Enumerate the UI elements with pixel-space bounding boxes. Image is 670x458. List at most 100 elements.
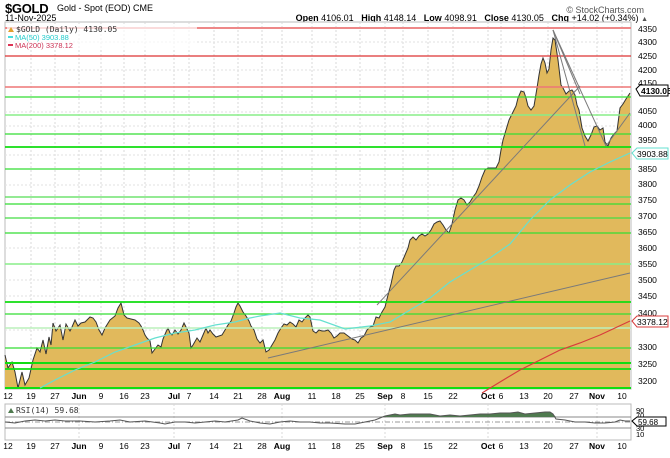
svg-text:4150: 4150 <box>638 78 657 88</box>
svg-text:25: 25 <box>355 391 365 401</box>
price-legend-icon <box>8 27 14 32</box>
svg-text:3800: 3800 <box>638 179 657 189</box>
svg-text:Oct: Oct <box>481 391 495 401</box>
svg-text:3700: 3700 <box>638 211 657 221</box>
svg-text:14: 14 <box>209 391 219 401</box>
chart-date: 11-Nov-2025 <box>5 13 57 23</box>
svg-text:4250: 4250 <box>638 51 657 61</box>
svg-text:3450: 3450 <box>638 291 657 301</box>
chg-value: +14.02 (+0.34%) <box>571 13 639 23</box>
svg-text:8: 8 <box>401 391 406 401</box>
chart-legend: $GOLD (Daily) 4130.05 MA(50) 3903.88 MA(… <box>7 25 197 50</box>
svg-text:7: 7 <box>187 441 192 451</box>
copyright: © StockCharts.com <box>566 5 644 15</box>
svg-text:10: 10 <box>617 391 627 401</box>
svg-text:11: 11 <box>308 441 317 451</box>
svg-text:21: 21 <box>233 391 243 401</box>
instrument-name: Gold - Spot (EOD) CME <box>57 3 154 13</box>
legend-rsi: RSI(14) 59.68 <box>16 406 79 415</box>
close-label: Close <box>484 13 509 23</box>
svg-text:4050: 4050 <box>638 106 657 116</box>
svg-text:10: 10 <box>636 430 644 439</box>
svg-text:19: 19 <box>26 441 36 451</box>
svg-text:3600: 3600 <box>638 243 657 253</box>
svg-text:18: 18 <box>331 441 341 451</box>
up-arrow-icon: ▲ <box>641 16 648 23</box>
svg-text:Sep: Sep <box>377 441 393 451</box>
svg-text:Nov: Nov <box>589 391 605 401</box>
svg-text:3300: 3300 <box>638 342 657 352</box>
svg-text:3750: 3750 <box>638 195 657 205</box>
support-lines <box>5 96 631 389</box>
svg-text:90: 90 <box>636 406 644 415</box>
high-value: 4148.14 <box>383 13 417 23</box>
svg-text:23: 23 <box>140 391 150 401</box>
svg-text:22: 22 <box>448 391 458 401</box>
svg-text:Jul: Jul <box>168 391 180 401</box>
svg-text:16: 16 <box>119 441 129 451</box>
svg-text:3850: 3850 <box>638 164 657 174</box>
svg-text:3250: 3250 <box>638 359 657 369</box>
close-value: 4130.05 <box>511 13 544 23</box>
svg-text:9: 9 <box>99 441 104 451</box>
svg-text:23: 23 <box>140 441 150 451</box>
ma200-line <box>481 320 631 394</box>
legend-ma200: MA(200) 3378.12 <box>15 41 73 50</box>
svg-text:30: 30 <box>636 424 644 433</box>
svg-text:6: 6 <box>499 391 504 401</box>
svg-text:9: 9 <box>99 391 104 401</box>
svg-text:22: 22 <box>448 441 458 451</box>
svg-text:4350: 4350 <box>638 24 657 34</box>
price-axis: 4350 4300 4250 4200 4150 4050 4000 3950 3850 3… <box>638 24 657 386</box>
ohlc-summary: Open 4106.01 High 4148.14 Low 4098.91 Cl… <box>291 13 648 23</box>
ticker-symbol: $GOLD <box>5 1 49 16</box>
legend-price: $GOLD (Daily) 4130.05 <box>16 25 117 34</box>
svg-text:3650: 3650 <box>638 227 657 237</box>
svg-text:28: 28 <box>257 441 267 451</box>
svg-text:7: 7 <box>187 391 192 401</box>
svg-text:13: 13 <box>519 391 529 401</box>
rsi-legend-icon <box>8 408 14 413</box>
chg-label: Chg <box>551 13 569 23</box>
svg-text:15: 15 <box>423 391 433 401</box>
svg-text:27: 27 <box>569 391 579 401</box>
low-label: Low <box>423 13 442 23</box>
svg-text:Jul: Jul <box>168 441 180 451</box>
svg-text:Jun: Jun <box>71 441 86 451</box>
svg-text:18: 18 <box>331 391 341 401</box>
date-axis-top: 12 19 27 Jun 9 16 23 Jul 7 14 21 28 Aug 11 18 25 Sep… <box>3 391 627 401</box>
ma50-value: 3903.88 <box>637 149 668 159</box>
svg-text:3950: 3950 <box>638 135 657 145</box>
svg-text:Jun: Jun <box>71 391 86 401</box>
svg-text:28: 28 <box>257 391 267 401</box>
svg-text:3200: 3200 <box>638 376 657 386</box>
svg-text:Sep: Sep <box>377 391 393 401</box>
svg-text:12: 12 <box>3 391 13 401</box>
rsi-line <box>4 411 630 425</box>
svg-text:27: 27 <box>50 441 60 451</box>
legend-ma50: MA(50) 3903.88 <box>15 33 69 42</box>
svg-text:16: 16 <box>119 391 129 401</box>
price-line <box>4 36 631 389</box>
svg-text:4300: 4300 <box>638 37 657 47</box>
svg-text:3550: 3550 <box>638 259 657 269</box>
svg-text:27: 27 <box>569 441 579 451</box>
svg-text:20: 20 <box>543 391 553 401</box>
svg-text:3500: 3500 <box>638 275 657 285</box>
svg-text:4000: 4000 <box>638 120 657 130</box>
svg-text:19: 19 <box>26 391 36 401</box>
ma200-value: 3378.12 <box>637 317 668 327</box>
svg-text:4200: 4200 <box>638 65 657 75</box>
svg-text:8: 8 <box>401 441 406 451</box>
svg-text:13: 13 <box>519 441 529 451</box>
last-price-value: 4130.05 <box>641 86 670 96</box>
svg-text:70: 70 <box>636 411 644 420</box>
svg-text:Oct: Oct <box>481 441 495 451</box>
trendlines <box>267 29 631 359</box>
svg-text:20: 20 <box>543 441 553 451</box>
svg-text:Aug: Aug <box>274 391 291 401</box>
high-label: High <box>361 13 382 23</box>
rsi-value-tag: 59.68 <box>631 416 667 427</box>
